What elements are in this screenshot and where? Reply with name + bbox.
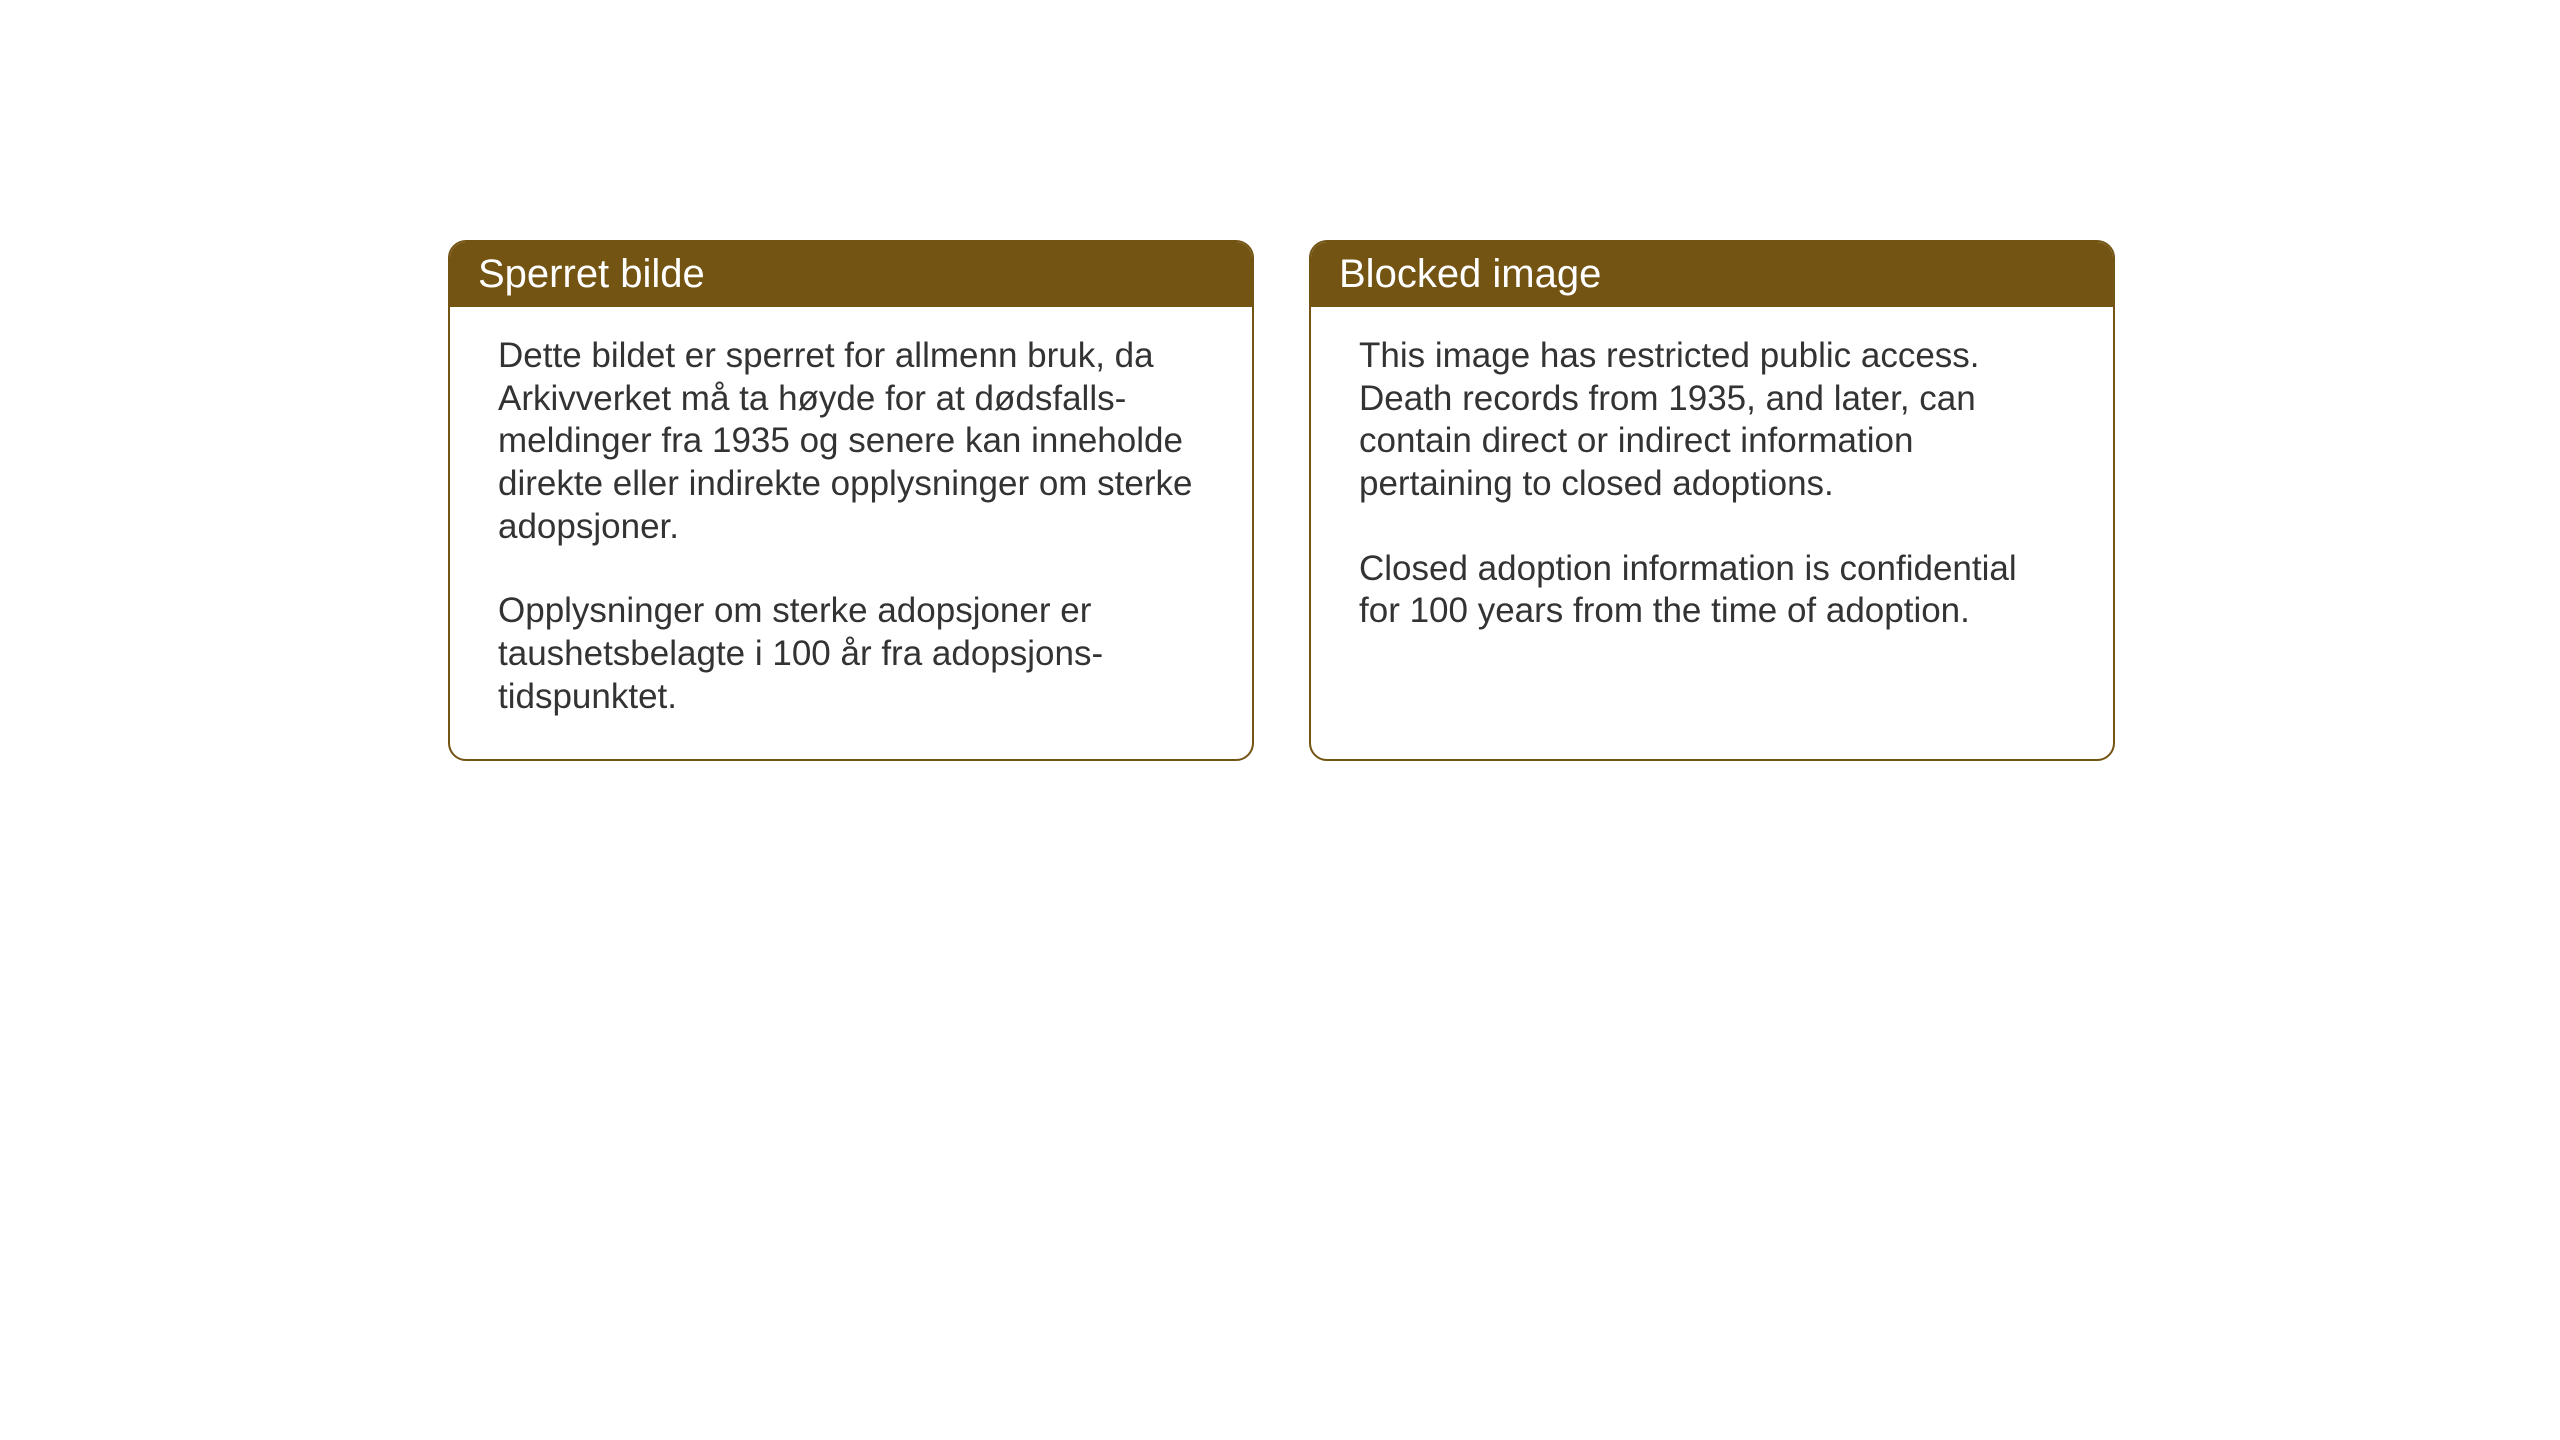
card-title: Blocked image [1339,252,1601,296]
notice-card-english: Blocked image This image has restricted … [1309,240,2115,761]
card-paragraph: This image has restricted public access.… [1359,335,2065,506]
card-body: Dette bildet er sperret for allmenn bruk… [450,307,1252,759]
notice-card-norwegian: Sperret bilde Dette bildet er sperret fo… [448,240,1254,761]
notice-container: Sperret bilde Dette bildet er sperret fo… [448,240,2115,761]
card-header: Blocked image [1311,242,2113,307]
card-paragraph: Closed adoption information is confident… [1359,548,2065,633]
card-title: Sperret bilde [478,252,705,296]
card-paragraph: Dette bildet er sperret for allmenn bruk… [498,335,1204,548]
card-body: This image has restricted public access.… [1311,307,2113,673]
card-paragraph: Opplysninger om sterke adopsjoner er tau… [498,590,1204,718]
card-header: Sperret bilde [450,242,1252,307]
